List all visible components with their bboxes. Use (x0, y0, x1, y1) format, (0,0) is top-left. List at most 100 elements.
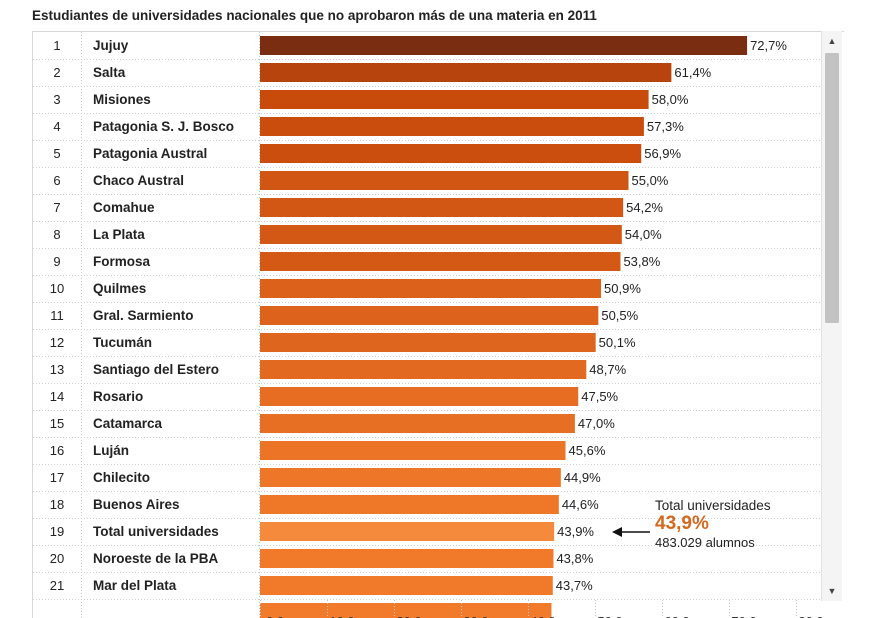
rank-label: 10 (50, 281, 64, 296)
x-tick-label: 20,0 (396, 614, 421, 618)
bar (260, 144, 642, 163)
rank-label: 5 (53, 146, 60, 161)
category-label: Jujuy (93, 38, 129, 53)
category-label: Noroeste de la PBA (93, 551, 219, 566)
value-label: 47,0% (578, 416, 615, 431)
rank-label: 21 (50, 578, 64, 593)
value-label: 48,7% (589, 362, 626, 377)
rank-label: 17 (50, 470, 64, 485)
category-label: Salta (93, 65, 126, 80)
bar (260, 468, 561, 487)
bar (260, 225, 622, 244)
bar (260, 279, 602, 298)
bar (260, 414, 575, 433)
annotation-title: Total universidades (655, 498, 771, 513)
rank-label: 15 (50, 416, 64, 431)
value-label: 50,1% (599, 335, 636, 350)
bar (260, 333, 596, 352)
rank-label: 2 (53, 65, 60, 80)
rank-label: 12 (50, 335, 64, 350)
value-label: 44,9% (564, 470, 601, 485)
bar (260, 360, 587, 379)
value-label: 43,7% (556, 578, 593, 593)
value-label: 43,8% (556, 551, 593, 566)
scroll-thumb[interactable] (825, 53, 839, 323)
arrow-left-icon (612, 527, 650, 537)
value-label: 54,0% (625, 227, 662, 242)
bar (260, 576, 553, 595)
rank-label: 16 (50, 443, 64, 458)
bar (260, 306, 599, 325)
value-label: 61,4% (674, 65, 711, 80)
rank-label: 3 (53, 92, 60, 107)
scroll-down-arrow-icon[interactable]: ▼ (827, 586, 837, 596)
category-label: Patagonia Austral (93, 146, 207, 161)
category-label: Tucumán (93, 335, 152, 350)
category-label: Quilmes (93, 281, 146, 296)
scroll-up-arrow-icon[interactable]: ▲ (827, 36, 837, 46)
rank-label: 20 (50, 551, 64, 566)
rank-label: 19 (50, 524, 64, 539)
bar-chart: 1 Jujuy 72,7% 2 Salta 61,4% 3 Misiones 58,0% 4 Pat… (33, 32, 824, 618)
value-label: 55,0% (632, 173, 669, 188)
rank-label: 4 (53, 119, 60, 134)
category-label: La Plata (93, 227, 145, 242)
x-tick-label: 60,0 (664, 614, 689, 618)
chart-title: Estudiantes de universidades nacionales … (32, 8, 597, 23)
rank-label: 8 (53, 227, 60, 242)
x-tick-label: 70,0 (731, 614, 756, 618)
total-annotation: Total universidades 43,9% 483.029 alumno… (655, 498, 771, 550)
value-label: 56,9% (644, 146, 681, 161)
value-label: 57,3% (647, 119, 684, 134)
category-label: Chilecito (93, 470, 150, 485)
category-label: Patagonia S. J. Bosco (93, 119, 234, 134)
category-label: Formosa (93, 254, 151, 269)
value-label: 54,2% (626, 200, 663, 215)
value-label: 58,0% (652, 92, 689, 107)
category-label: Santiago del Estero (93, 362, 219, 377)
category-label: Mar del Plata (93, 578, 177, 593)
value-label: 43,9% (557, 524, 594, 539)
rank-label: 6 (53, 173, 60, 188)
x-tick-label: 10,0 (329, 614, 354, 618)
rank-label: 14 (50, 389, 64, 404)
bar (260, 198, 624, 217)
value-label: 53,8% (623, 254, 660, 269)
bar (260, 171, 629, 190)
rank-label: 7 (53, 200, 60, 215)
category-label: Misiones (93, 92, 151, 107)
bar (260, 252, 621, 271)
bar (260, 441, 566, 460)
bar (260, 90, 649, 109)
bar (260, 63, 672, 82)
value-label: 45,6% (569, 443, 606, 458)
value-label: 44,6% (562, 497, 599, 512)
category-label: Rosario (93, 389, 143, 404)
rank-label: 1 (53, 38, 60, 53)
rank-label: 11 (50, 308, 64, 323)
bar (260, 117, 644, 136)
category-label: Chaco Austral (93, 173, 184, 188)
bar-partial (260, 603, 552, 618)
x-tick-label: 30,0 (463, 614, 488, 618)
chart-frame: 1 Jujuy 72,7% 2 Salta 61,4% 3 Misiones 58,0% 4 Pat… (32, 31, 844, 618)
category-label: Buenos Aires (93, 497, 180, 512)
value-label: 72,7% (750, 38, 787, 53)
category-label: Total universidades (93, 524, 219, 539)
x-tick-label: 40,0 (530, 614, 555, 618)
bar (260, 522, 555, 541)
value-label: 50,5% (601, 308, 638, 323)
bar (260, 36, 748, 55)
category-label: Comahue (93, 200, 155, 215)
x-tick-label: 0,0 (266, 614, 284, 618)
rank-label: 18 (50, 497, 64, 512)
category-label: Catamarca (93, 416, 163, 431)
vertical-scrollbar[interactable]: ▲ ▼ (821, 31, 842, 601)
annotation-subtitle: 483.029 alumnos (655, 535, 755, 550)
bar (260, 387, 579, 406)
bar (260, 495, 559, 514)
x-tick-label: 50,0 (597, 614, 622, 618)
x-tick-label: 80,0 (798, 614, 823, 618)
bar (260, 549, 554, 568)
rank-label: 13 (50, 362, 64, 377)
